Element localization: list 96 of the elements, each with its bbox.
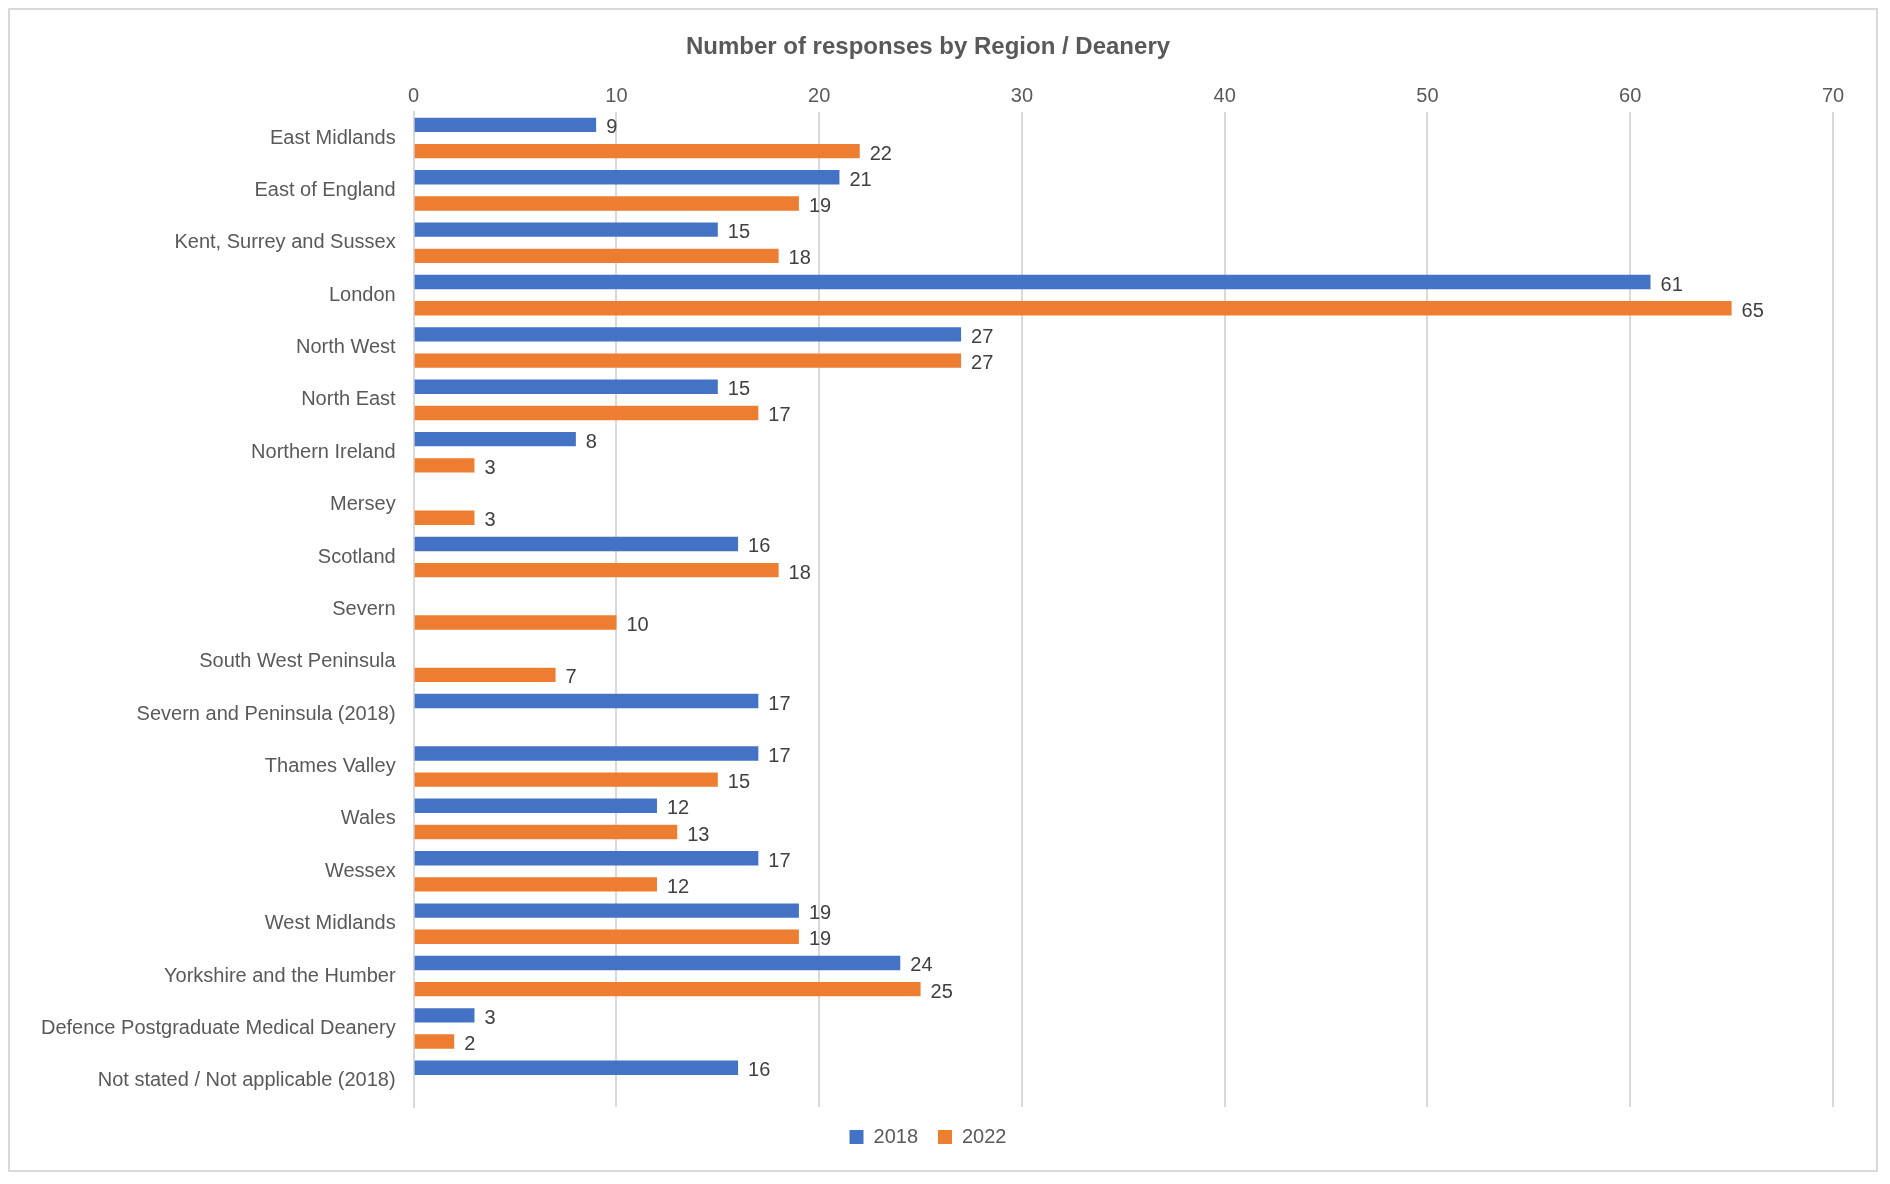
bar	[414, 143, 860, 159]
data-label: 12	[666, 796, 690, 819]
y-tick-label: Wessex	[324, 858, 396, 881]
bar	[414, 877, 657, 892]
y-tick-label: North West	[295, 335, 397, 358]
data-label: 27	[971, 351, 994, 374]
data-label: 17	[768, 848, 791, 871]
y-tick-label: South West Peninsula	[199, 649, 397, 672]
data-label: 15	[727, 770, 751, 793]
x-tick-label: 50	[1416, 84, 1439, 107]
data-label: 25	[930, 979, 953, 1002]
data-label: 19	[808, 927, 832, 950]
data-label: 12	[666, 874, 690, 897]
y-tick-label: Thames Valley	[264, 754, 396, 777]
bar	[414, 1034, 455, 1049]
legend-label: 2018	[873, 1124, 919, 1147]
bar	[414, 301, 1732, 316]
data-label: 16	[748, 534, 771, 557]
bar	[414, 562, 779, 578]
data-label: 16	[748, 1058, 771, 1081]
y-tick-label: North East	[301, 387, 397, 410]
data-label: 2	[464, 1032, 476, 1055]
bar	[414, 824, 678, 840]
data-label: 13	[687, 822, 710, 845]
data-label: 61	[1660, 272, 1683, 295]
y-tick-label: East of England	[254, 177, 396, 200]
data-label: 15	[727, 377, 751, 400]
data-label: 17	[768, 691, 791, 714]
y-tick-label: Yorkshire and the Humber	[164, 963, 396, 986]
x-tick-label: 20	[808, 84, 831, 107]
data-label: 18	[788, 246, 811, 269]
bar	[414, 353, 962, 368]
bar	[414, 746, 759, 761]
bar	[414, 615, 617, 630]
x-tick-label: 70	[1821, 84, 1845, 107]
y-tick-label: West Midlands	[264, 911, 396, 934]
bar	[414, 379, 718, 394]
y-tick-label: London	[328, 282, 396, 305]
data-label: 17	[768, 743, 791, 766]
data-label: 18	[788, 560, 811, 583]
chart-title: Number of responses by Region / Deanery	[685, 32, 1171, 60]
data-label: 27	[971, 324, 994, 347]
bar	[414, 222, 718, 237]
data-label: 19	[808, 193, 832, 216]
bar	[414, 981, 921, 997]
data-label: 19	[808, 901, 832, 924]
y-tick-label: Severn and Peninsula (2018)	[136, 701, 396, 724]
data-label: 15	[727, 220, 751, 243]
bar	[414, 772, 718, 787]
bar	[414, 667, 556, 683]
data-label: 22	[869, 141, 892, 164]
bar	[414, 458, 475, 473]
bar	[414, 929, 799, 944]
bar	[414, 851, 759, 866]
y-tick-label: Scotland	[317, 544, 396, 567]
data-label: 7	[565, 665, 577, 688]
bar	[414, 693, 759, 709]
bar	[414, 1060, 739, 1075]
data-label: 65	[1741, 298, 1764, 321]
bar	[414, 117, 597, 133]
bar	[414, 196, 799, 211]
data-label: 8	[585, 429, 597, 452]
data-label: 3	[484, 508, 496, 531]
data-label: 9	[606, 115, 618, 138]
bar	[414, 431, 576, 447]
data-label: 24	[910, 953, 933, 976]
bar	[414, 955, 901, 971]
y-tick-label: Northern Ireland	[251, 439, 396, 462]
x-tick-label: 60	[1619, 84, 1642, 107]
x-tick-label: 10	[605, 84, 628, 107]
y-tick-label: Defence Postgraduate Medical Deanery	[40, 1015, 396, 1038]
y-tick-label: Wales	[340, 806, 396, 829]
data-label: 17	[768, 403, 791, 426]
x-tick-label: 0	[408, 84, 420, 107]
bar	[414, 405, 759, 421]
y-tick-label: East Midlands	[270, 125, 396, 148]
x-tick-label: 30	[1010, 84, 1034, 107]
y-tick-label: Mersey	[330, 492, 396, 515]
bar	[414, 170, 840, 185]
bar	[414, 327, 962, 342]
y-tick-label: Kent, Surrey and Sussex	[174, 230, 396, 253]
data-label: 3	[484, 1005, 496, 1028]
data-label: 3	[484, 455, 496, 478]
bar	[414, 510, 475, 525]
data-label: 21	[849, 167, 872, 190]
bar	[414, 903, 799, 918]
y-tick-label: Not stated / Not applicable (2018)	[97, 1068, 396, 1091]
bar	[414, 1008, 475, 1023]
legend-label: 2022	[962, 1124, 1007, 1147]
bar	[414, 536, 739, 552]
data-label: 10	[626, 613, 649, 636]
bar	[414, 248, 779, 264]
bar	[414, 274, 1651, 290]
bar	[414, 798, 657, 814]
y-tick-label: Severn	[332, 596, 396, 619]
x-tick-label: 40	[1213, 84, 1236, 107]
